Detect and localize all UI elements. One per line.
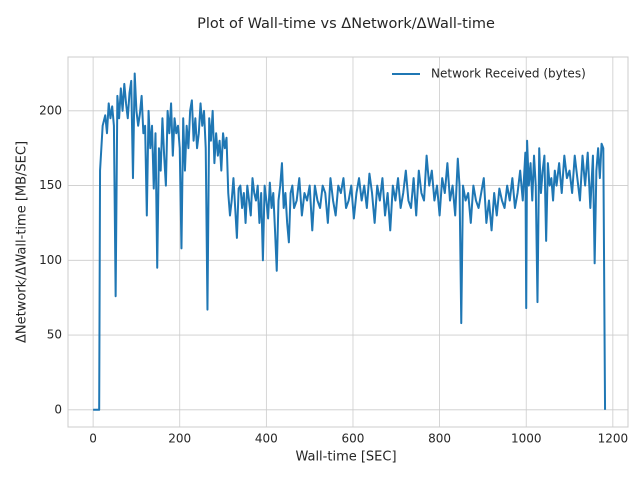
x-tick-label: 200 <box>168 432 191 446</box>
plot-frame <box>67 56 629 428</box>
legend-label: Network Received (bytes) <box>431 67 586 81</box>
y-tick-label: 100 <box>39 253 62 267</box>
chart-title: Plot of Wall-time vs ΔNetwork/ΔWall-time <box>197 16 495 32</box>
y-tick-label: 200 <box>39 103 62 117</box>
x-tick-label: 400 <box>255 432 278 446</box>
y-tick-label: 50 <box>47 328 62 342</box>
data-line <box>93 72 607 411</box>
x-tick-label: 600 <box>342 432 365 446</box>
y-axis-label: ΔNetwork/ΔWall-time [MB/SEC] <box>15 141 30 343</box>
x-tick-label: 0 <box>89 432 97 446</box>
x-tick-label: 1000 <box>511 432 542 446</box>
x-tick-label: 800 <box>428 432 451 446</box>
x-tick-label: 1200 <box>598 432 629 446</box>
y-tick-label: 150 <box>39 178 62 192</box>
x-axis-label: Wall-time [SEC] <box>295 450 396 465</box>
y-tick-label: 0 <box>54 402 62 416</box>
